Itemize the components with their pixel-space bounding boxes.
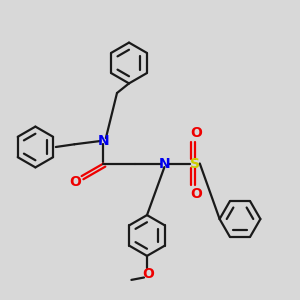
Text: S: S [190, 157, 200, 170]
Text: O: O [142, 267, 154, 280]
Text: N: N [159, 157, 170, 170]
Text: N: N [98, 134, 109, 148]
Text: O: O [190, 188, 202, 201]
Text: O: O [69, 175, 81, 188]
Text: O: O [190, 126, 202, 140]
